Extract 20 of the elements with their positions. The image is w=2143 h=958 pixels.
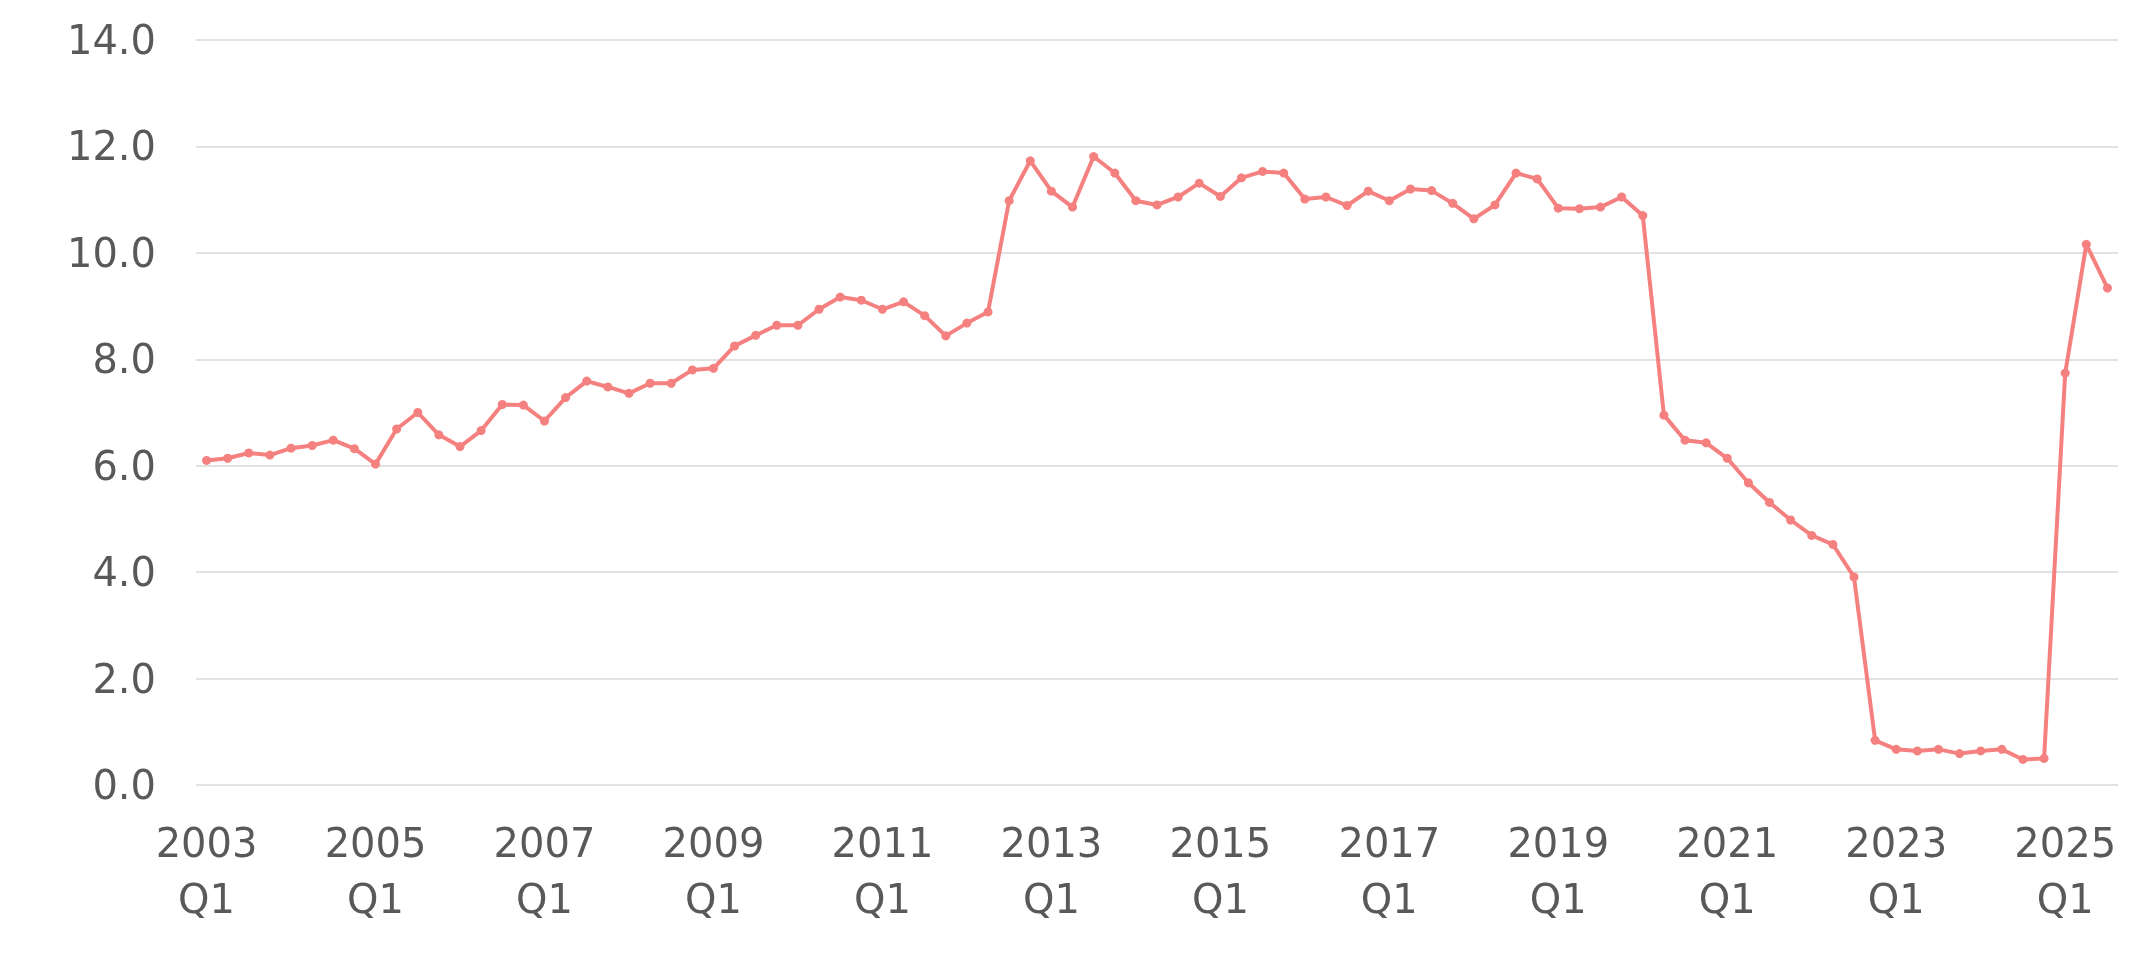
- x-tick-label: 2009 Q1: [662, 820, 765, 922]
- x-tick-label: 2023 Q1: [1845, 820, 1948, 922]
- y-tick-label: 2.0: [92, 655, 156, 702]
- x-tick-label: 2007 Q1: [493, 820, 596, 922]
- y-tick-label: 14.0: [66, 17, 156, 63]
- x-tick-label: 2013 Q1: [1000, 820, 1103, 922]
- x-tick-label: 2015 Q1: [1169, 820, 1272, 922]
- y-tick-label: 0.0: [92, 762, 156, 808]
- x-tick-label: 2017 Q1: [1338, 820, 1441, 922]
- x-tick-label: 2019 Q1: [1507, 820, 1610, 922]
- x-tick-label: 2025 Q1: [2014, 820, 2117, 922]
- y-tick-label: 6.0: [92, 442, 156, 489]
- y-tick-label: 8.0: [92, 336, 156, 383]
- y-tick-label: 10.0: [66, 229, 156, 276]
- x-tick-label: 2021 Q1: [1676, 820, 1779, 922]
- y-tick-label: 12.0: [66, 123, 156, 170]
- y-tick-label: 4.0: [92, 549, 156, 596]
- x-tick-label: 2003 Q1: [155, 820, 258, 922]
- x-tick-label: 2011 Q1: [831, 820, 934, 922]
- x-tick-label: 2005 Q1: [324, 820, 427, 922]
